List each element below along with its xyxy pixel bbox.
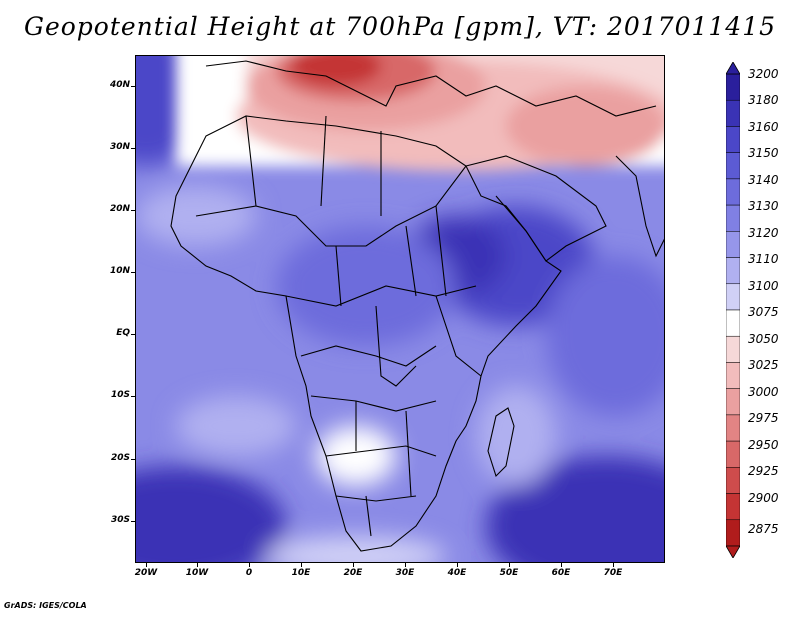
lon-label-50e: 50E (499, 568, 519, 578)
lon-tick (301, 563, 302, 567)
colorbar-segment (726, 440, 740, 468)
colorbar-bottom-arrow (726, 545, 740, 558)
lat-label-20n: 20N (109, 204, 130, 214)
lat-label-20s: 20S (110, 453, 130, 463)
grads-credit: GrADS: IGES/COLA (4, 601, 87, 610)
colorbar-segment (726, 73, 740, 101)
colorbar-label: 3180 (748, 93, 779, 107)
colorbar-label: 3130 (748, 199, 779, 213)
lon-label-40e: 40E (447, 568, 467, 578)
lat-tick (131, 459, 135, 460)
lat-tick (131, 86, 135, 87)
lat-label-40n: 40N (109, 80, 130, 90)
lat-label-30n: 30N (109, 142, 130, 152)
lon-tick (146, 563, 147, 567)
colorbar-segment (726, 414, 740, 442)
colorbar-segment (726, 388, 740, 416)
colorbar-label: 2975 (748, 411, 779, 425)
lat-label-eq: EQ (116, 328, 130, 338)
lon-tick (561, 563, 562, 567)
colorbar-label: 2875 (748, 522, 779, 536)
lat-label-10s: 10S (110, 390, 130, 400)
lon-label-10w: 10W (185, 568, 209, 578)
lat-tick (131, 521, 135, 522)
lon-label-30e: 30E (395, 568, 415, 578)
chart-title: Geopotential Height at 700hPa [gpm], VT:… (23, 12, 777, 41)
lat-tick (131, 272, 135, 273)
colorbar-segment (726, 309, 740, 337)
lat-label-30s: 30S (110, 515, 130, 525)
colorbar-label: 3140 (748, 173, 779, 187)
colorbar-segment (726, 99, 740, 127)
colorbar-label: 2900 (748, 491, 779, 505)
colorbar-label: 3000 (748, 385, 779, 399)
colorbar-label: 3050 (748, 332, 779, 346)
colorbar-segment (726, 519, 740, 547)
lat-tick (131, 148, 135, 149)
lon-tick (613, 563, 614, 567)
colorbar-label: 3150 (748, 146, 779, 160)
lon-tick (509, 563, 510, 567)
colorbar-label: 2925 (748, 464, 779, 478)
colorbar-top-arrow (726, 62, 740, 75)
colorbar-segment (726, 178, 740, 206)
colorbar-label: 3100 (748, 279, 779, 293)
colorbar-label: 3110 (748, 252, 779, 266)
geopotential-field-map (136, 56, 664, 562)
colorbar-label: 3025 (748, 358, 779, 372)
colorbar-label: 3075 (748, 305, 779, 319)
colorbar (726, 62, 740, 558)
lat-label-10n: 10N (109, 266, 130, 276)
colorbar-label: 3200 (748, 67, 779, 81)
colorbar-segment (726, 231, 740, 258)
lon-tick (197, 563, 198, 567)
colorbar-label: 2950 (748, 438, 779, 452)
lon-label-20w: 20W (134, 568, 158, 578)
lon-label-0: 0 (245, 568, 253, 578)
field-shading (136, 56, 664, 562)
colorbar-label: 3120 (748, 226, 779, 240)
colorbar-segment (726, 335, 740, 363)
northern-red-field (176, 56, 664, 171)
lon-label-20e: 20E (343, 568, 363, 578)
colorbar-segment (726, 493, 740, 521)
colorbar-segment (726, 257, 740, 285)
lat-tick (131, 210, 135, 211)
colorbar-segment (726, 283, 740, 311)
colorbar-segment (726, 467, 740, 494)
colorbar-segment (726, 362, 740, 389)
lon-tick (249, 563, 250, 567)
lon-label-70e: 70E (603, 568, 623, 578)
lat-tick (131, 334, 135, 335)
lat-tick (131, 396, 135, 397)
colorbar-segment (726, 126, 740, 153)
coastlines (170, 60, 664, 552)
colorbar-label: 3160 (748, 120, 779, 134)
lon-tick (353, 563, 354, 567)
colorbar-segments (726, 73, 740, 547)
map-panel (135, 55, 665, 563)
lon-label-10e: 10E (291, 568, 311, 578)
lon-tick (457, 563, 458, 567)
lon-label-60e: 60E (551, 568, 571, 578)
colorbar-segment (726, 152, 740, 180)
colorbar-segment (726, 204, 740, 232)
lon-tick (405, 563, 406, 567)
